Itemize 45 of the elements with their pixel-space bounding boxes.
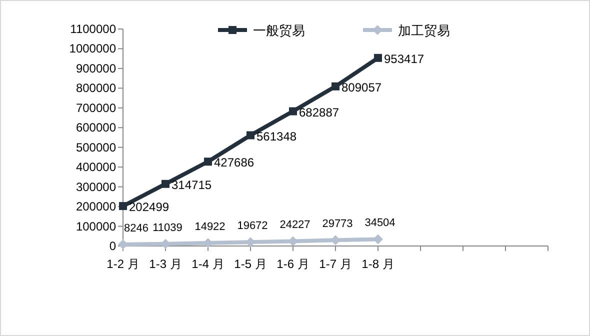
point xyxy=(332,82,340,90)
y-tick-label: 800000 xyxy=(76,81,116,96)
data-label: 953417 xyxy=(384,52,424,66)
y-tick-label: 600000 xyxy=(76,120,116,135)
data-label: 14922 xyxy=(194,221,226,234)
y-tick-label: 400000 xyxy=(76,160,116,174)
y-tick-label: 100000 xyxy=(76,219,116,234)
x-tick-label: 1-3 月 xyxy=(149,257,182,271)
legend-label: 加工贸易 xyxy=(398,23,450,38)
point xyxy=(289,107,297,116)
y-tick-label: 200000 xyxy=(76,200,116,214)
data-label: 8246 xyxy=(124,222,148,234)
x-tick-label: 1-5 月 xyxy=(234,257,267,271)
point xyxy=(288,236,298,246)
y-tick-label: 1000000 xyxy=(69,42,116,56)
y-tick-label: 900000 xyxy=(76,61,116,76)
data-label: 561348 xyxy=(256,129,297,144)
x-tick-label: 1-8 月 xyxy=(362,257,394,271)
point xyxy=(204,158,212,166)
legend-label: 一般贸易 xyxy=(253,23,305,38)
data-label: 29773 xyxy=(322,218,353,230)
point xyxy=(373,234,383,244)
y-tick-label: 1100000 xyxy=(70,22,116,36)
x-tick-label: 1-4 月 xyxy=(192,257,224,271)
point xyxy=(118,239,128,250)
point xyxy=(162,180,170,188)
y-tick-label: 500000 xyxy=(76,140,116,154)
x-tick-label: 1-6 月 xyxy=(276,257,310,271)
data-label: 427686 xyxy=(214,156,254,170)
data-label: 24227 xyxy=(280,219,310,232)
data-label: 314715 xyxy=(172,178,212,192)
x-tick-label: 1-7 月 xyxy=(319,257,352,271)
data-label: 682887 xyxy=(299,105,340,120)
y-tick-label: 700000 xyxy=(76,100,116,115)
data-label: 11039 xyxy=(152,222,182,234)
data-label: 202499 xyxy=(129,200,170,214)
point xyxy=(374,54,382,62)
data-label: 34504 xyxy=(364,217,396,230)
y-tick-label: 0 xyxy=(109,239,116,253)
point xyxy=(119,202,127,210)
point xyxy=(246,131,254,140)
x-tick-label: 1-2 月 xyxy=(106,257,140,271)
data-label: 19672 xyxy=(237,220,268,232)
data-label: 809057 xyxy=(342,80,382,94)
y-tick-label: 300000 xyxy=(76,180,116,194)
